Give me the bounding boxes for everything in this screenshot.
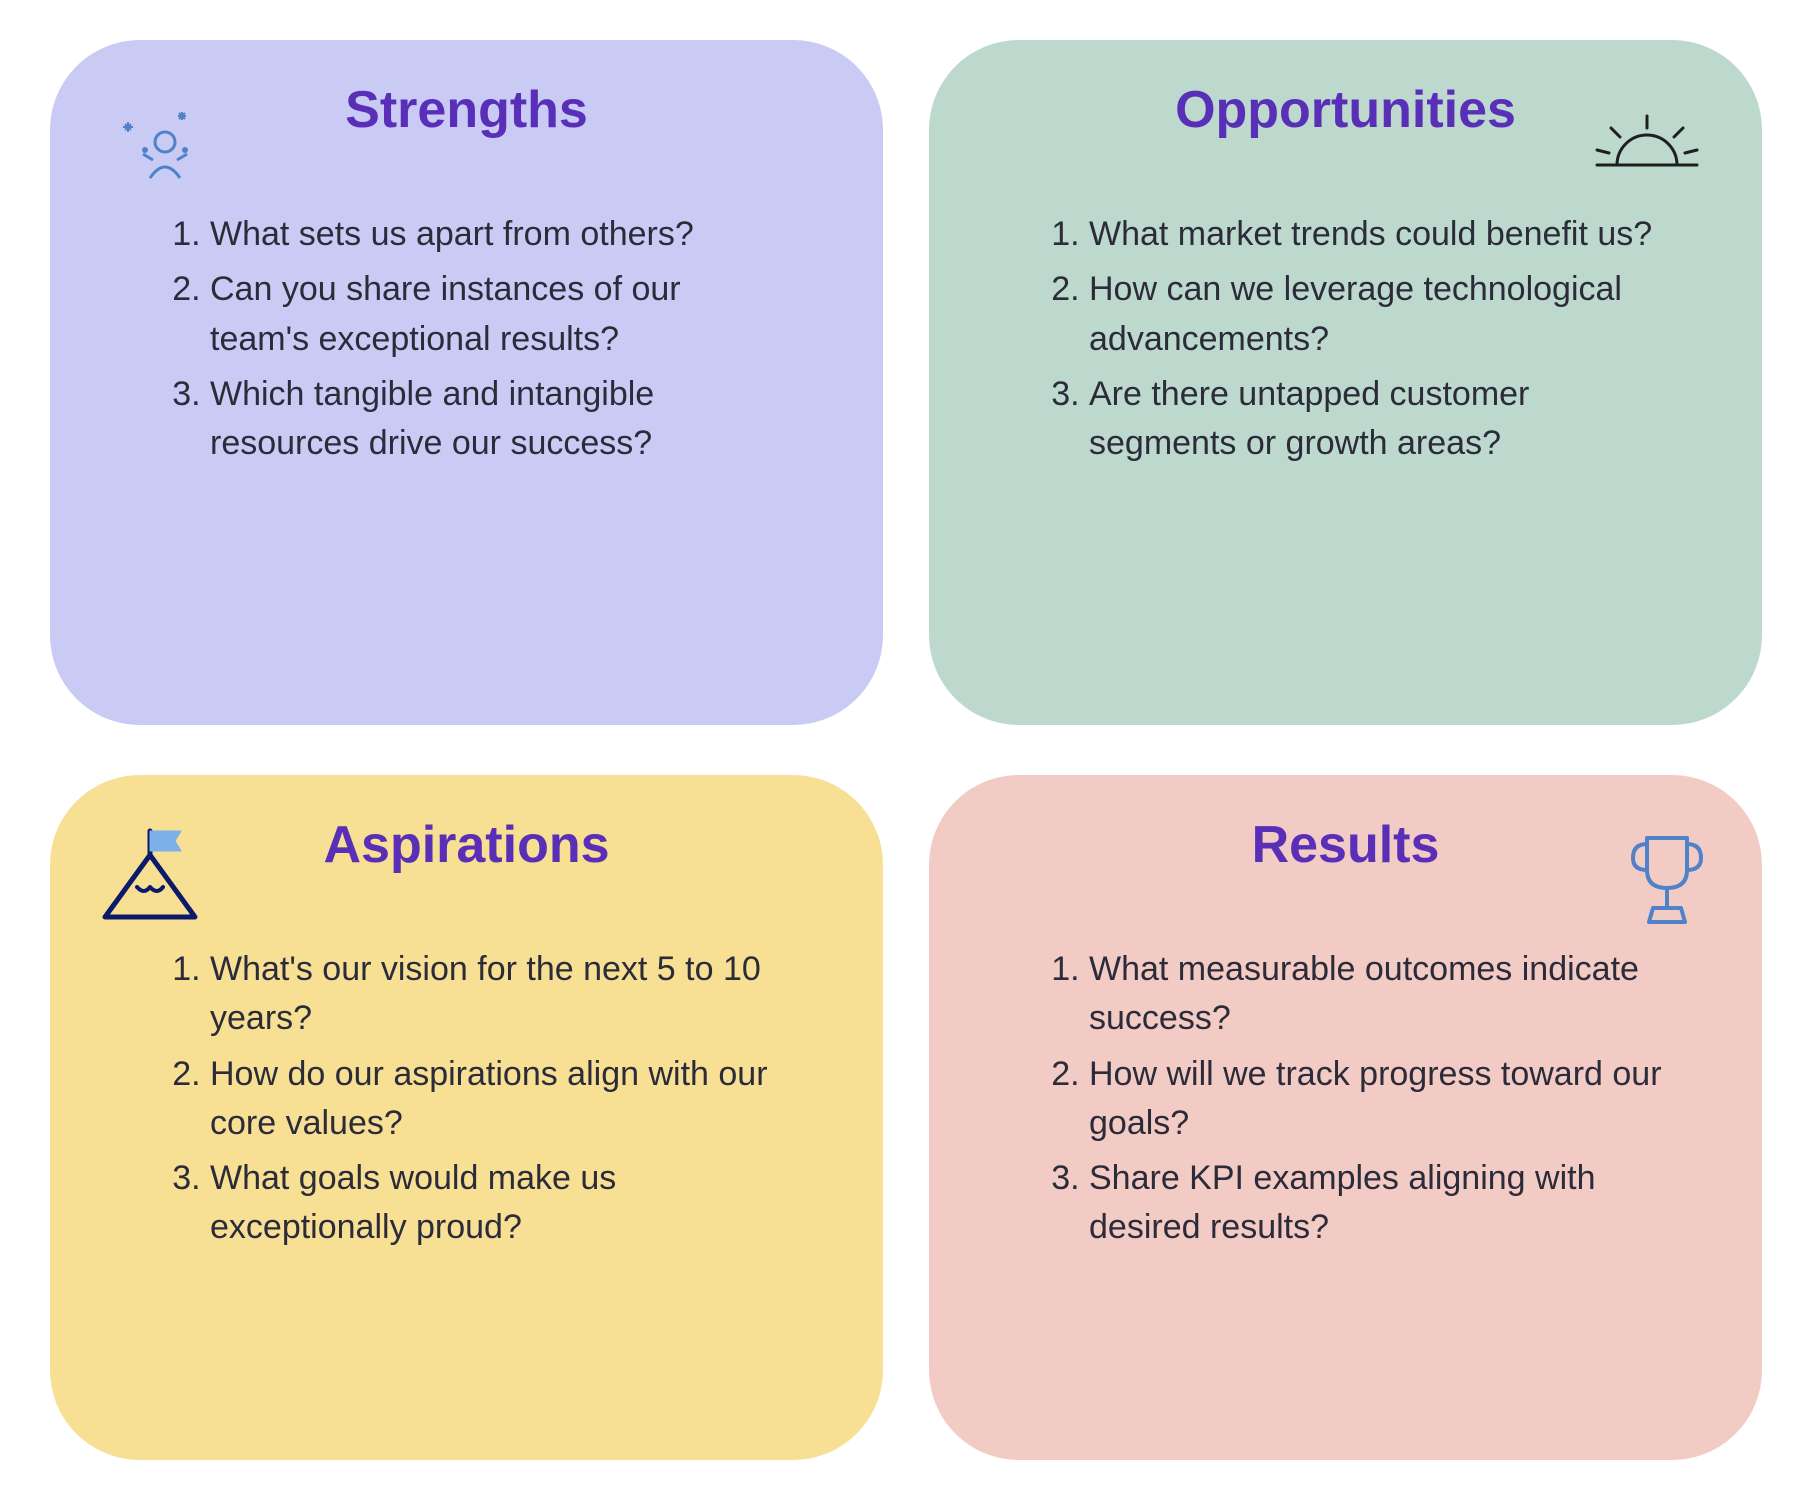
mountain-flag-icon xyxy=(95,825,205,930)
list-item: What market trends could benefit us? xyxy=(1089,210,1662,259)
card-opportunities: Opportunities What market trends could b… xyxy=(929,40,1762,725)
list-item: How can we leverage technological advanc… xyxy=(1089,265,1662,364)
list-results: What measurable outcomes indicate succes… xyxy=(999,945,1692,1253)
title-results: Results xyxy=(999,815,1692,875)
list-item: What goals would make us exceptionally p… xyxy=(210,1154,783,1253)
list-strengths: What sets us apart from others? Can you … xyxy=(120,210,813,468)
list-item: What's our vision for the next 5 to 10 y… xyxy=(210,945,783,1044)
list-aspirations: What's our vision for the next 5 to 10 y… xyxy=(120,945,813,1253)
list-item: Share KPI examples aligning with desired… xyxy=(1089,1154,1662,1253)
list-item: What sets us apart from others? xyxy=(210,210,783,259)
soar-grid: Strengths What sets us apart from others… xyxy=(50,40,1762,1460)
list-opportunities: What market trends could benefit us? How… xyxy=(999,210,1692,468)
list-item: Are there untapped customer segments or … xyxy=(1089,370,1662,469)
card-aspirations: Aspirations What's our vision for the ne… xyxy=(50,775,883,1460)
sunrise-icon xyxy=(1587,110,1707,185)
list-item: What measurable outcomes indicate succes… xyxy=(1089,945,1662,1044)
card-results: Results What measurable outcomes indicat… xyxy=(929,775,1762,1460)
trophy-icon xyxy=(1627,830,1707,935)
list-item: How will we track progress toward our go… xyxy=(1089,1050,1662,1149)
list-item: Which tangible and intangible resources … xyxy=(210,370,783,469)
title-strengths: Strengths xyxy=(120,80,813,140)
card-strengths: Strengths What sets us apart from others… xyxy=(50,40,883,725)
list-item: How do our aspirations align with our co… xyxy=(210,1050,783,1149)
person-sparkle-icon xyxy=(110,100,210,205)
list-item: Can you share instances of our team's ex… xyxy=(210,265,783,364)
title-aspirations: Aspirations xyxy=(120,815,813,875)
